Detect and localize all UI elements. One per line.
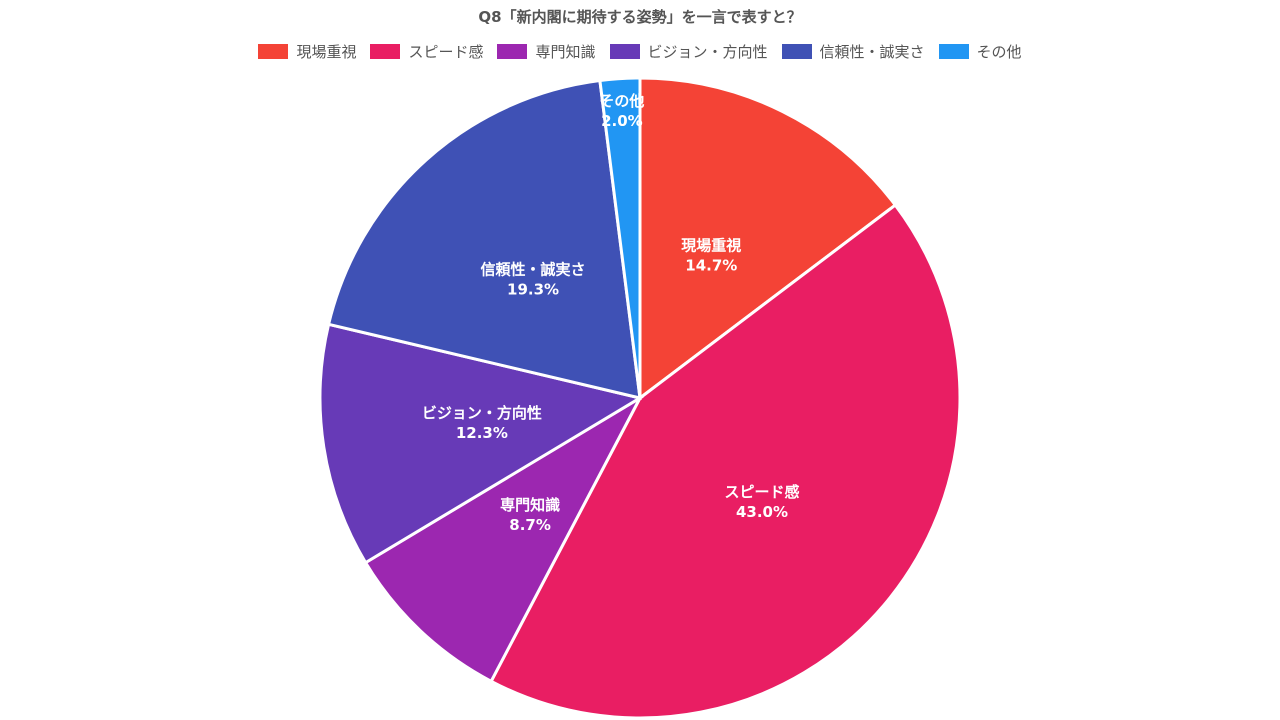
legend-label: 信頼性・誠実さ (819, 43, 925, 61)
chart-title: Q8「新内閣に期待する姿勢」を一言で表すと？ (478, 8, 802, 26)
legend-item[interactable]: 現場重視 (258, 41, 356, 62)
slice-value-label: 19.3% (507, 280, 559, 298)
pie-slice[interactable] (318, 322, 644, 565)
legend-label: 専門知識 (535, 43, 596, 61)
slice-value-label: 14.7% (685, 256, 737, 274)
legend-label: その他 (976, 43, 1022, 61)
pie-slice[interactable] (489, 202, 962, 720)
slice-label: 信頼性・誠実さ (481, 260, 586, 278)
pie-slice[interactable] (363, 393, 644, 684)
slice-label: ビジョン・方向性 (422, 404, 542, 422)
legend: 現場重視 スピード感 専門知識 ビジョン・方向性 信頼性・誠実さ その他 (0, 41, 1280, 62)
legend-item[interactable]: スピード感 (370, 41, 483, 62)
legend-swatch (497, 44, 528, 59)
slice-label: その他 (599, 92, 644, 110)
legend-swatch (609, 44, 640, 59)
legend-swatch (781, 44, 812, 59)
slice-label: 現場重視 (681, 236, 741, 254)
slice-value-label: 43.0% (736, 503, 788, 521)
pie-slice[interactable] (326, 78, 642, 400)
legend-item[interactable]: 信頼性・誠実さ (781, 41, 925, 62)
slice-label: 専門知識 (500, 496, 560, 514)
slice-value-label: 8.7% (509, 516, 551, 534)
legend-label: スピード感 (408, 43, 484, 61)
pie-slice[interactable] (598, 76, 642, 399)
slice-label: スピード感 (724, 483, 799, 501)
legend-swatch (258, 44, 289, 59)
pie-slice[interactable] (638, 76, 898, 402)
legend-label: 現場重視 (296, 43, 357, 61)
legend-label: ビジョン・方向性 (647, 43, 768, 61)
legend-item[interactable]: その他 (938, 41, 1022, 62)
legend-item[interactable]: 専門知識 (497, 41, 596, 62)
legend-item[interactable]: ビジョン・方向性 (609, 41, 768, 62)
legend-swatch (370, 44, 401, 59)
slice-value-label: 2.0% (601, 112, 643, 130)
legend-swatch (938, 44, 969, 59)
slice-value-label: 12.3% (456, 424, 508, 442)
